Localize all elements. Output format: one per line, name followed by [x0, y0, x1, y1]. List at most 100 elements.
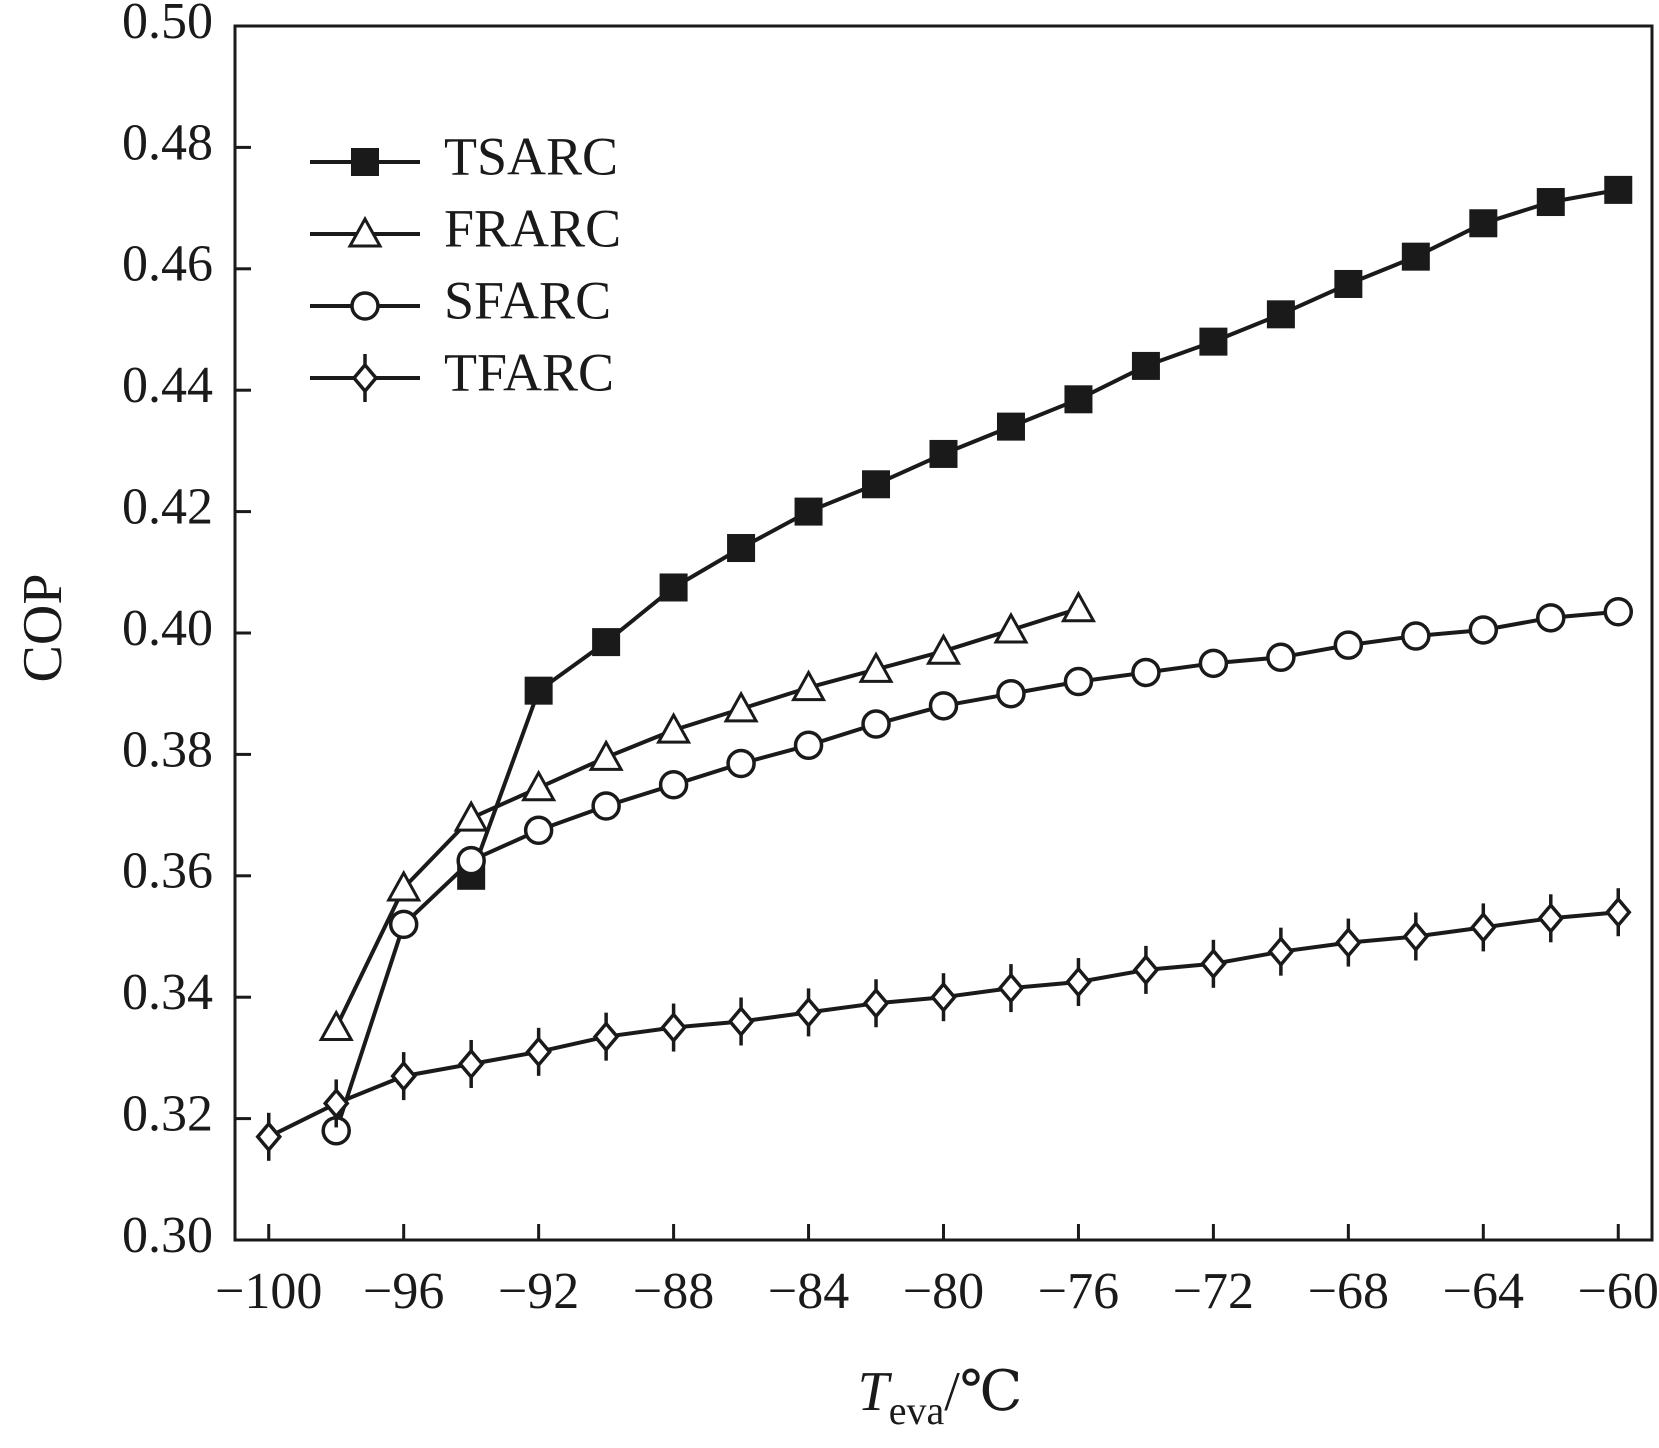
y-tick-label: 0.30: [122, 1207, 213, 1264]
data-point-frarc: [318, 1009, 354, 1042]
data-point-tsarc: [1064, 385, 1093, 414]
data-point-frarc: [925, 633, 962, 665]
data-point-tsarc: [929, 439, 958, 468]
data-point-sfarc: [1063, 666, 1094, 697]
y-tick-label: 0.44: [122, 357, 213, 414]
legend-marker: [351, 354, 379, 402]
x-tick-label: −92: [498, 1263, 579, 1320]
series-tsarc: [457, 175, 1633, 890]
data-point-sfarc: [1603, 597, 1634, 627]
data-point-sfarc: [1401, 621, 1431, 651]
marker-diamond: [525, 1036, 552, 1068]
data-point-tfarc: [322, 1079, 350, 1128]
marker-diamond: [997, 972, 1025, 1004]
y-axis: 0.30 0.32 0.34 0.36 0.38 0.40 0.42 0.44 0.46 0.48…: [122, 0, 251, 1264]
data-point-frarc: [588, 739, 624, 771]
legend-marker: [350, 291, 380, 321]
legend-marker: [351, 148, 379, 176]
data-point-tfarc: [457, 1039, 485, 1088]
series-sfarc: [321, 597, 1634, 1146]
legend-label: FRARC: [444, 198, 621, 258]
marker-diamond: [1402, 920, 1430, 953]
series-tfarc: [255, 888, 1632, 1161]
data-point-tsarc: [524, 676, 553, 705]
data-point-sfarc: [928, 691, 959, 721]
x-tick-label: −80: [903, 1263, 984, 1320]
y-tick-label: 0.50: [122, 0, 213, 50]
y-tick-label: 0.40: [122, 600, 213, 657]
data-point-tfarc: [1537, 894, 1565, 943]
data-point-tsarc: [1536, 188, 1565, 217]
series-layer: [255, 175, 1634, 1161]
data-point-sfarc: [996, 678, 1026, 709]
legend-marker: [347, 215, 383, 248]
data-point-tfarc: [592, 1012, 620, 1061]
marker-diamond: [727, 1005, 755, 1038]
marker-diamond: [930, 981, 957, 1013]
x-axis-title-subscript: eva: [889, 1388, 945, 1433]
y-tick-label: 0.46: [122, 236, 213, 293]
data-point-tfarc: [862, 979, 890, 1028]
data-point-tfarc: [1132, 945, 1160, 994]
data-point-sfarc: [793, 730, 824, 761]
y-tick-label: 0.32: [122, 1086, 213, 1143]
x-axis: −100 −96 −92 −88 −84 −80 −76 −72 −68 −64 −60: [215, 1224, 1659, 1320]
marker-diamond: [1132, 954, 1160, 986]
marker-diamond: [1267, 935, 1295, 968]
data-point-frarc: [858, 651, 894, 683]
data-point-tsarc: [1469, 209, 1498, 238]
data-point-tsarc: [862, 470, 891, 499]
data-point-sfarc: [591, 791, 621, 821]
legend-label: TSARC: [444, 126, 618, 186]
data-point-tfarc: [727, 997, 755, 1046]
x-axis-title-main: T: [858, 1361, 893, 1423]
data-point-tsarc: [592, 628, 621, 657]
data-point-sfarc: [726, 748, 756, 779]
data-point-frarc: [521, 769, 557, 802]
marker-diamond: [1065, 966, 1092, 998]
x-tick-label: −84: [768, 1263, 849, 1320]
legend: TSARC FRARC SFARC TFARC: [310, 126, 621, 402]
x-axis-title: Teva/℃: [858, 1361, 1023, 1433]
data-point-tfarc: [1335, 918, 1362, 967]
data-point-sfarc: [456, 845, 486, 876]
data-point-frarc: [453, 800, 489, 832]
data-point-tsarc: [1604, 175, 1633, 204]
x-tick-label: −88: [633, 1263, 714, 1320]
data-point-tfarc: [997, 964, 1025, 1013]
y-tick-label: 0.34: [122, 964, 213, 1021]
data-point-tsarc: [659, 573, 688, 602]
y-tick-label: 0.48: [122, 114, 213, 171]
data-point-sfarc: [1333, 630, 1364, 660]
data-point-sfarc: [1468, 615, 1499, 645]
data-point-tfarc: [1470, 903, 1497, 952]
data-point-sfarc: [1536, 603, 1566, 633]
data-point-tfarc: [1402, 912, 1430, 961]
legend-label: SFARC: [444, 270, 611, 330]
marker-diamond: [457, 1048, 485, 1080]
data-point-tfarc: [660, 1003, 687, 1052]
data-point-sfarc: [388, 909, 419, 940]
marker-diamond: [1200, 948, 1227, 980]
data-point-frarc: [656, 712, 692, 744]
legend-item-tsarc: TSARC: [310, 126, 618, 186]
marker-diamond: [1537, 902, 1565, 934]
series-frarc: [318, 590, 1097, 1042]
data-point-tfarc: [525, 1027, 552, 1076]
x-tick-label: −68: [1308, 1263, 1389, 1320]
data-point-tfarc: [795, 988, 822, 1037]
data-point-tfarc: [255, 1112, 283, 1161]
series-line-tsarc: [469, 187, 1619, 877]
legend-item-frarc: FRARC: [310, 198, 621, 258]
marker-diamond: [592, 1020, 620, 1053]
data-point-tsarc: [794, 497, 823, 526]
legend-item-tfarc: TFARC: [310, 342, 614, 402]
x-tick-label: −60: [1578, 1263, 1659, 1320]
data-point-frarc: [993, 611, 1029, 644]
marker-diamond: [660, 1011, 687, 1044]
marker-diamond: [390, 1060, 417, 1092]
marker-diamond: [255, 1121, 283, 1153]
data-point-frarc: [790, 669, 827, 702]
data-point-frarc: [386, 869, 422, 902]
legend-item-sfarc: SFARC: [310, 270, 611, 330]
